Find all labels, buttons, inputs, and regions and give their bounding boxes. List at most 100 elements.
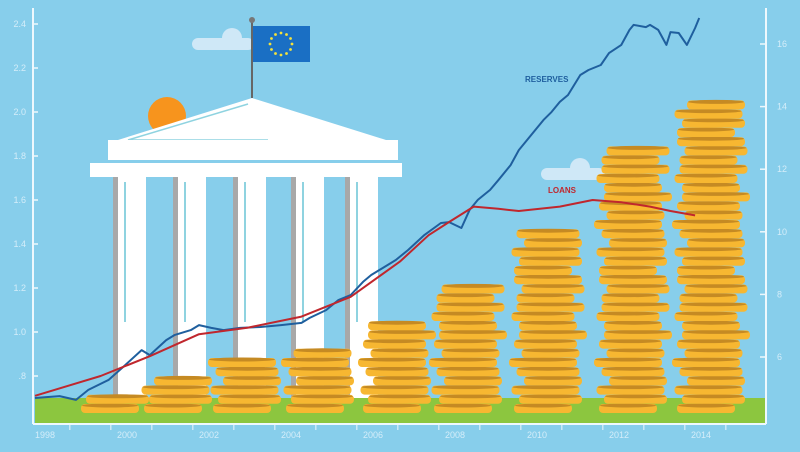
coin-stack-icon — [519, 394, 582, 404]
coin-stack-icon — [360, 385, 429, 395]
coin-stack-icon — [679, 164, 748, 174]
coin-stack-icon — [436, 366, 500, 377]
coin-stack-icon — [606, 283, 670, 294]
coin-stack-icon — [674, 385, 743, 395]
coin-stack-icon — [286, 403, 344, 413]
left-tick-label: 1.8 — [13, 151, 26, 161]
coin-stack-icon — [519, 320, 577, 331]
coin-stack-icon — [223, 375, 281, 386]
coin-stack-icon — [604, 320, 662, 331]
coin-stack-icon — [682, 394, 745, 404]
x-tick-label: 2008 — [445, 430, 465, 440]
coin-stack-icon — [677, 339, 740, 349]
coin-stack-icon — [144, 403, 202, 413]
right-tick-label: 16 — [777, 39, 787, 49]
coin-stack-icon — [684, 283, 748, 294]
right-tick-label: 14 — [777, 102, 787, 112]
coin-stack-icon — [511, 311, 575, 321]
coin-stack-icon — [677, 136, 745, 147]
coin-stack-icon — [677, 274, 745, 285]
x-tick-label: 2002 — [199, 430, 219, 440]
coin-stack-icon — [436, 293, 495, 303]
star-icon — [290, 42, 294, 46]
coin-stack-icon — [606, 145, 670, 156]
coin-stack-icon — [141, 385, 210, 395]
coin-stack-icon — [599, 274, 667, 285]
coin-stack-icon — [601, 228, 665, 239]
cloud-left — [192, 28, 254, 50]
x-tick-label: 2000 — [117, 430, 137, 440]
coin-stack-icon — [599, 201, 662, 211]
coin-stack-icon — [684, 348, 743, 358]
coin-stack-icon — [679, 228, 743, 239]
left-tick-label: 1.6 — [13, 195, 26, 205]
coin-stack-icon — [436, 302, 505, 312]
coin-stack-icon — [439, 320, 497, 331]
coin-stack-icon — [281, 357, 349, 367]
coin-stack-icon — [601, 164, 670, 174]
right-tick-label: 10 — [777, 227, 787, 237]
star-icon — [274, 33, 277, 36]
coin-stack-icon — [594, 219, 662, 229]
coin-stack-icon — [677, 265, 735, 275]
coin-stack-icon — [674, 247, 743, 257]
coin-stack-icon — [511, 247, 580, 257]
coin-stack-icon — [521, 348, 580, 358]
coin-stack-icon — [682, 256, 745, 266]
coin-stack-icon — [596, 247, 665, 257]
star-icon — [285, 52, 288, 55]
coin-stack-icon — [682, 320, 740, 331]
coin-stack-icon — [679, 155, 738, 165]
coin-stack-icon — [511, 385, 580, 395]
coin-stack-icon — [521, 283, 585, 294]
coin-stack-icon — [596, 385, 665, 395]
star-icon — [289, 37, 292, 40]
left-tick-label: 2.0 — [13, 107, 26, 117]
star-icon — [285, 33, 288, 36]
coin-stack-icon — [291, 394, 354, 404]
series-label-reserves: RESERVES — [525, 75, 569, 84]
coin-stack-icon — [434, 403, 492, 413]
star-icon — [270, 37, 273, 40]
star-icon — [279, 31, 283, 35]
coin-stack-icon — [363, 339, 426, 349]
star-icon — [270, 48, 273, 51]
coin-stack-icon — [677, 201, 740, 211]
coin-stack-icon — [679, 302, 748, 312]
coin-stack-icon — [599, 265, 657, 275]
coin-stack-icon — [674, 173, 738, 183]
series-lines — [34, 17, 701, 401]
coin-stack-icon — [210, 385, 279, 395]
coin-stack-icon — [444, 375, 502, 386]
coin-stack-icon — [516, 293, 575, 303]
coin-stack-icon — [604, 182, 662, 193]
column — [118, 177, 146, 399]
coin-stack-icon — [609, 375, 667, 386]
eu-flag-icon — [249, 17, 310, 98]
series-line-loans — [34, 199, 696, 397]
coin-stack-icon — [679, 366, 743, 377]
coin-stack-icon — [524, 237, 582, 248]
x-tick-label: 2010 — [527, 430, 547, 440]
coin-stack-icon — [293, 348, 352, 358]
x-tick-label: 1998 — [35, 430, 55, 440]
coin-stack-icon — [441, 348, 500, 358]
coin-stack-icon — [429, 357, 497, 367]
coin-stack-icon — [524, 375, 582, 386]
coin-stack-icon — [601, 302, 670, 312]
coin-stack-icon — [149, 394, 212, 404]
axes: .8 1.0 1.2 1.4 1.6 1.8 2.0 2.2 2.4 6 8 10 12 14 16 1998… — [13, 8, 787, 440]
coin-stack-icon — [601, 293, 660, 303]
coin-stack-icon — [674, 311, 738, 321]
left-tick-label: 1.2 — [13, 283, 26, 293]
coin-stack-icon — [218, 394, 281, 404]
coin-stack-icon — [687, 99, 745, 110]
coin-stack-icon — [509, 357, 577, 367]
coin-stack-icon — [434, 339, 497, 349]
coin-stack-icon — [674, 109, 743, 119]
coin-stack-icon — [677, 127, 735, 137]
coin-stack-icon — [679, 293, 738, 303]
coin-stack-icon — [516, 228, 580, 239]
coin-stack-icon — [682, 118, 745, 128]
coin-stack-icon — [594, 357, 662, 367]
